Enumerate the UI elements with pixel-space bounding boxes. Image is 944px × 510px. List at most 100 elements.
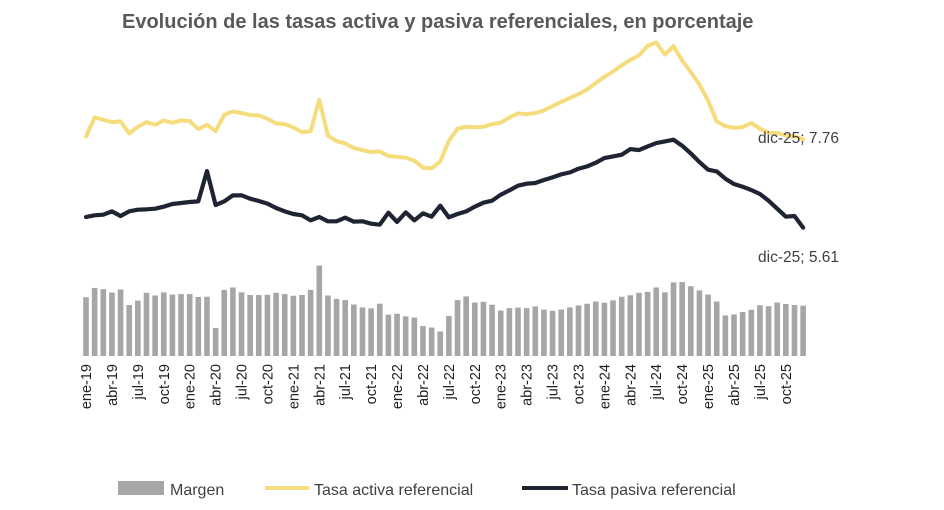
rate-lines	[83, 40, 806, 230]
margin-bar-abr-25	[731, 314, 737, 356]
margin-bar-oct-23	[575, 305, 582, 356]
margin-bar-abr-19	[109, 292, 115, 356]
x-tick-jul-22: jul-22	[442, 364, 458, 400]
margin-bar-nov-25	[791, 304, 798, 356]
x-tick-jul-21: jul-21	[338, 364, 354, 400]
margin-bar-jul-22	[446, 315, 452, 356]
margin-bar-feb-21	[299, 295, 305, 356]
x-tick-abr-21: abr-21	[312, 364, 328, 406]
margin-bar-nov-22	[480, 301, 487, 356]
margin-bar-abr-24	[627, 295, 634, 356]
margin-bar-feb-20	[195, 296, 202, 356]
x-tick-oct-20: oct-20	[260, 364, 276, 404]
margin-bar-jun-20	[230, 287, 236, 356]
margin-bar-ago-20	[247, 295, 253, 356]
margin-bar-ene-24	[601, 302, 608, 356]
x-tick-jul-25: jul-25	[753, 364, 769, 400]
x-tick-abr-19: abr-19	[105, 364, 121, 406]
x-tick-oct-23: oct-23	[571, 364, 587, 404]
margin-bar-nov-24	[688, 286, 694, 356]
margin-bar-sep-19	[152, 295, 158, 356]
active-end-annotation: dic-25; 7.76	[758, 130, 839, 147]
passive-rate-line	[83, 137, 806, 230]
margin-bar-dic-25	[800, 305, 806, 356]
x-tick-ene-24: ene-24	[597, 364, 613, 409]
legend-label-tasa-pasiva: Tasa pasiva referencial	[572, 482, 736, 499]
margin-bar-ene-23	[497, 310, 504, 356]
legend: Margen Tasa activa referencial Tasa pasi…	[118, 481, 736, 499]
margin-bar-mar-24	[618, 296, 625, 356]
margin-bar-sep-21	[359, 307, 366, 356]
margin-bar-jul-19	[135, 300, 141, 356]
x-tick-abr-20: abr-20	[209, 364, 225, 406]
margin-bar-dic-19	[178, 294, 184, 356]
margin-bar-may-22	[428, 327, 435, 356]
margin-bar-nov-20	[273, 292, 279, 356]
margin-bar-ene-22	[394, 313, 400, 356]
margin-bar-jun-24	[644, 291, 651, 356]
margin-bar-dic-20	[281, 294, 288, 356]
margin-bar-oct-19	[160, 292, 167, 356]
margin-bar-feb-22	[402, 316, 409, 356]
margin-bar-jun-22	[437, 331, 444, 356]
margin-bar-nov-21	[376, 303, 383, 356]
margin-bar-may-21	[325, 295, 331, 356]
margin-bar-abr-23	[523, 308, 530, 356]
x-tick-abr-24: abr-24	[623, 364, 639, 406]
x-axis-tick-labels: ene-19 abr-19 jul-19 oct-19 ene-20 abr-20 jul-…	[79, 364, 795, 409]
margin-bar-ene-25	[705, 294, 711, 356]
margin-bar-sep-22	[463, 296, 469, 356]
x-tick-jul-20: jul-20	[235, 364, 251, 400]
x-tick-abr-25: abr-25	[727, 364, 743, 406]
margin-bar-jun-23	[541, 309, 547, 356]
margin-bar-ago-24	[662, 292, 668, 356]
x-tick-ene-20: ene-20	[183, 364, 199, 409]
margin-bar-ago-25	[765, 306, 772, 356]
margin-bars	[83, 265, 806, 357]
margin-bar-feb-19	[91, 287, 98, 356]
passive-end-annotation: dic-25; 5.61	[758, 249, 839, 266]
margin-bar-abr-20	[212, 328, 219, 357]
margin-bar-sep-23	[567, 307, 573, 356]
margin-bar-dic-22	[489, 304, 495, 356]
x-tick-ene-22: ene-22	[390, 364, 406, 409]
x-tick-oct-25: oct-25	[779, 364, 795, 404]
x-tick-jul-24: jul-24	[649, 364, 665, 400]
margin-bar-mar-19	[100, 289, 107, 357]
margin-bar-ene-19	[83, 297, 89, 356]
legend-label-tasa-activa: Tasa activa referencial	[314, 482, 473, 499]
margin-bar-sep-24	[670, 282, 677, 356]
margin-bar-oct-25	[783, 304, 789, 356]
margin-bar-jul-20	[238, 292, 245, 356]
margin-bar-ago-22	[454, 300, 461, 356]
margin-bar-may-20	[221, 289, 228, 356]
margin-bar-mar-21	[307, 289, 314, 356]
x-tick-ene-19: ene-19	[79, 364, 95, 409]
margin-bar-mar-22	[411, 317, 418, 356]
margin-bar-jun-25	[748, 309, 755, 356]
x-tick-oct-22: oct-22	[468, 364, 484, 404]
margin-bar-mar-25	[722, 315, 729, 356]
margin-bar-feb-24	[610, 300, 616, 356]
x-tick-abr-22: abr-22	[416, 364, 432, 406]
margin-bar-may-25	[739, 312, 746, 356]
margin-bar-ene-20	[186, 294, 193, 356]
x-tick-jul-19: jul-19	[131, 364, 147, 400]
margin-bar-ago-19	[143, 292, 150, 356]
margin-bar-dic-21	[385, 314, 392, 356]
margin-bar-dic-23	[592, 301, 599, 356]
x-tick-oct-24: oct-24	[675, 364, 691, 404]
active-rate-line	[84, 40, 806, 171]
x-tick-jul-23: jul-23	[546, 364, 562, 400]
margin-bar-sep-20	[256, 295, 262, 356]
margin-bar-jun-19	[126, 304, 132, 356]
margin-bar-may-23	[532, 306, 539, 356]
x-tick-abr-23: abr-23	[520, 364, 536, 406]
margin-bar-nov-19	[169, 294, 176, 356]
margin-bar-oct-24	[679, 282, 685, 356]
margin-bar-oct-21	[368, 308, 374, 356]
margin-bar-nov-23	[584, 303, 590, 356]
x-tick-ene-21: ene-21	[286, 364, 302, 409]
legend-label-margen: Margen	[170, 482, 224, 499]
margin-bar-jul-23	[549, 310, 556, 356]
